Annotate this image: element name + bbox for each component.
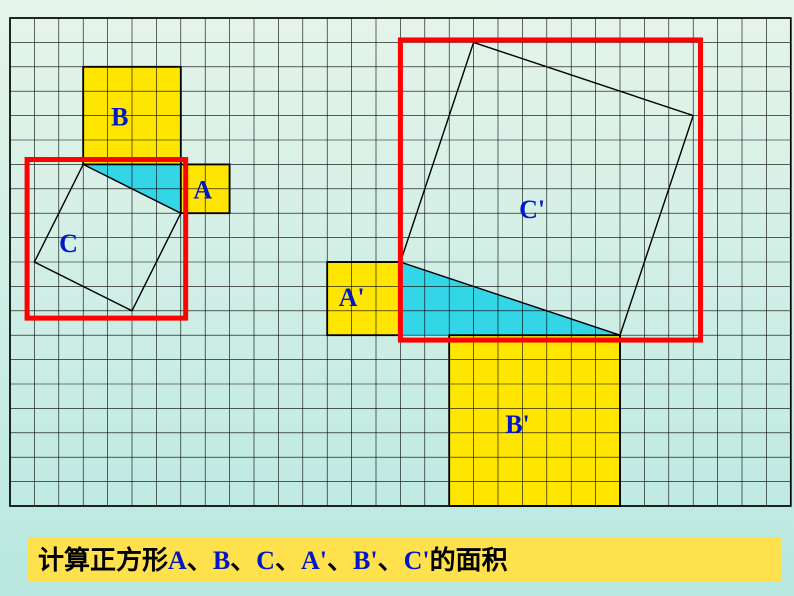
- caption-sep: 、: [187, 546, 213, 575]
- caption-item: C': [404, 546, 430, 575]
- square-B-prime: [449, 335, 620, 506]
- diagram-stage: ABCA'B'C' 计算正方形A、B、C、A'、B'、C'的面积: [0, 0, 794, 596]
- diagram-svg: ABCA'B'C': [0, 0, 794, 596]
- label-Ap: A': [339, 283, 365, 312]
- caption-sep: 、: [378, 546, 404, 575]
- caption-item: A': [301, 546, 327, 575]
- label-A: A: [193, 176, 212, 205]
- caption-sep: 、: [275, 546, 301, 575]
- caption-sep: 、: [327, 546, 353, 575]
- label-C: C: [59, 229, 78, 258]
- caption-pre: 计算正方形: [38, 546, 168, 575]
- caption-item: C: [256, 546, 275, 575]
- caption-item: B': [353, 546, 378, 575]
- caption-sep: 、: [230, 546, 256, 575]
- label-Cp: C': [519, 195, 545, 224]
- label-B: B: [111, 102, 128, 131]
- caption-post: 的面积: [430, 546, 508, 575]
- caption-item: A: [168, 546, 187, 575]
- label-Bp: B': [505, 410, 530, 439]
- caption-bar: 计算正方形A、B、C、A'、B'、C'的面积: [28, 537, 782, 582]
- caption-items: A、B、C、A'、B'、C': [168, 546, 430, 575]
- caption-item: B: [213, 546, 230, 575]
